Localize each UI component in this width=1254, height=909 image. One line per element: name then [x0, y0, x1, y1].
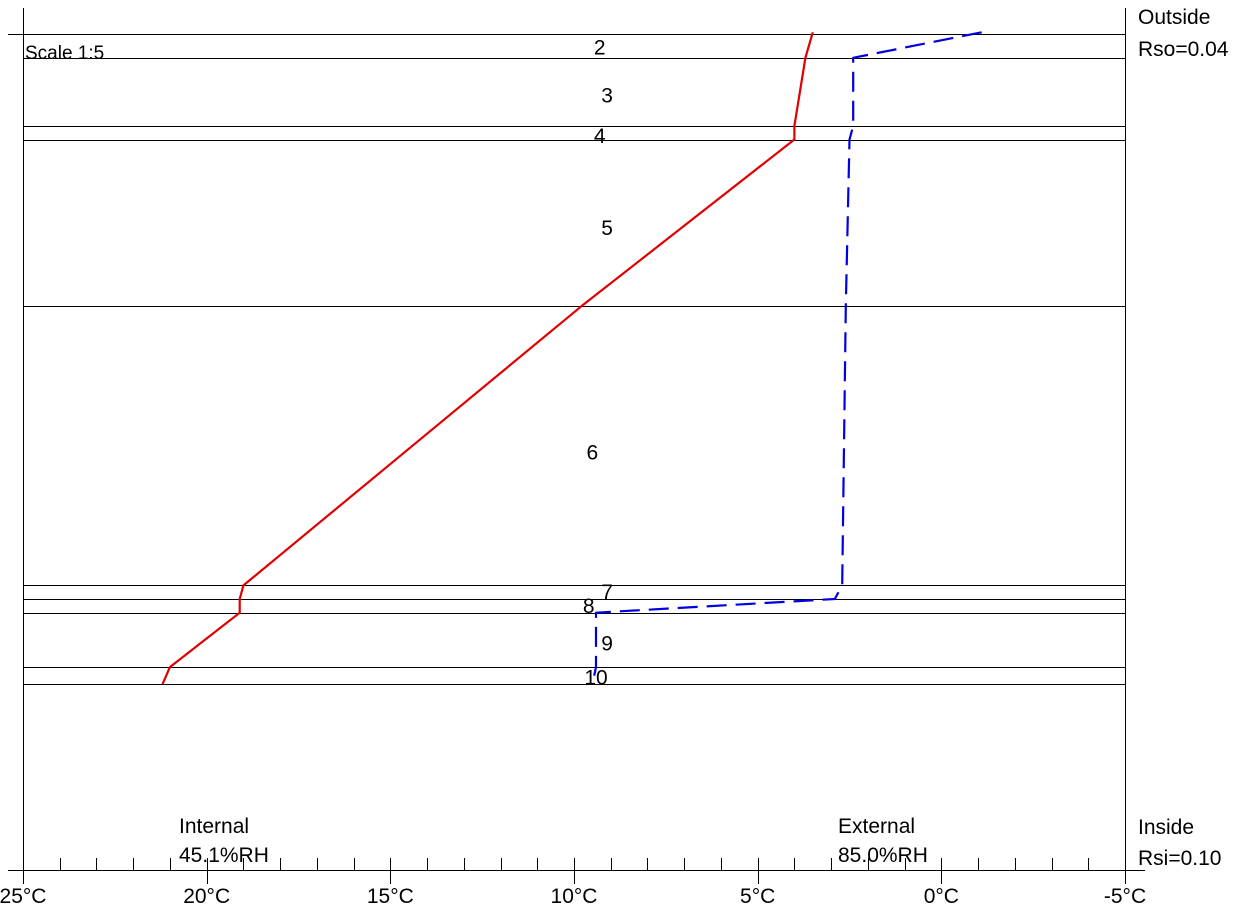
temperature-axis-labels: 25°C 20°C 15°C 10°C 5°C 0°C -5°C: [0, 885, 1146, 908]
temperature-profile-line: [161, 31, 814, 685]
tick-label: 5°C: [740, 885, 775, 908]
scale-note: Scale 1:5: [25, 43, 104, 64]
inside-label: Inside: [1138, 816, 1194, 839]
tick-label: 15°C: [367, 885, 414, 908]
tick-label: 25°C: [0, 885, 46, 908]
tick-label: 10°C: [551, 885, 598, 908]
inside-resistance: Rsi=0.10: [1138, 847, 1221, 870]
temperature-axis-ticks: [23, 858, 1126, 884]
layer-label: 8: [583, 595, 595, 618]
layer-label: 2: [594, 37, 606, 60]
external-rh: 85.0%RH: [838, 844, 928, 867]
tick-label: 20°C: [183, 885, 230, 908]
tick-label: -5°C: [1104, 885, 1146, 908]
layer-label: 4: [594, 125, 606, 148]
layer-label: 7: [601, 581, 613, 604]
layer-label: 9: [601, 632, 613, 655]
layer-label: 6: [587, 442, 599, 465]
series-lines: [161, 31, 982, 685]
layer-labels: 2 3 4 5 6 789 10: [583, 37, 613, 690]
layer-label: 10: [584, 666, 607, 689]
layer-label: 3: [601, 84, 613, 107]
dewpoint-profile-line: [591, 31, 982, 685]
outside-resistance: Rso=0.04: [1138, 38, 1229, 61]
tick-label: 0°C: [924, 885, 959, 908]
outside-label: Outside: [1138, 6, 1210, 29]
chart-frame: [8, 8, 1145, 871]
internal-rh: 45.1%RH: [179, 844, 269, 867]
external-label: External: [838, 815, 915, 838]
layer-label: 5: [601, 217, 613, 240]
internal-label: Internal: [179, 815, 249, 838]
layer-boundaries: [23, 34, 1125, 685]
